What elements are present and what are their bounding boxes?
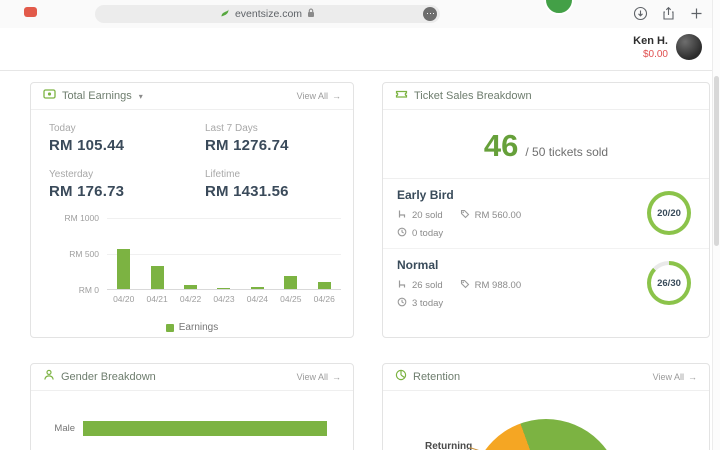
stat-lifetime: Lifetime RM 1431.56	[205, 169, 289, 200]
x-tick-label: 04/26	[313, 294, 335, 304]
y-tick: RM 0	[78, 285, 99, 295]
clock-icon	[397, 297, 407, 310]
x-tick-label: 04/24	[246, 294, 269, 304]
earnings-icon	[43, 87, 56, 105]
retention-card: Retention View All → Returning	[382, 363, 710, 450]
retention-chart: Returning	[383, 391, 709, 450]
chevron-down-icon[interactable]: ▾	[138, 91, 143, 101]
earnings-bar-04/24	[250, 286, 264, 289]
arrow-right-icon: →	[688, 372, 697, 382]
x-tick-label: 04/20	[113, 294, 135, 304]
browser-chrome: eventsize.com ⋯	[0, 0, 720, 28]
progress-ring-normal: 26/30	[647, 261, 691, 305]
scrollbar[interactable]	[712, 0, 720, 450]
stat-today: Today RM 105.44	[49, 123, 125, 154]
price-tag-icon	[460, 279, 470, 292]
earnings-bars	[107, 218, 341, 289]
y-tick: RM 1000	[64, 213, 100, 223]
ellipsis-icon[interactable]: ⋯	[423, 7, 437, 21]
stat-yesterday: Yesterday RM 176.73	[49, 169, 125, 200]
ticket-icon	[395, 87, 408, 105]
clock-icon	[397, 227, 407, 240]
gender-chart: Male	[31, 391, 353, 436]
scrollbar-thumb[interactable]	[714, 76, 719, 246]
earnings-title[interactable]: Total Earnings	[62, 90, 132, 102]
retention-donut	[471, 419, 621, 450]
avatar[interactable]	[676, 34, 702, 60]
gender-bar-male	[83, 421, 327, 436]
ticket-sales-card: Ticket Sales Breakdown 46 / 50 tickets s…	[382, 82, 710, 338]
seat-icon	[397, 209, 407, 222]
retention-annotation-label: Returning	[425, 441, 473, 450]
person-icon	[43, 368, 55, 386]
header-divider	[0, 70, 712, 71]
x-tick-label: 04/21	[146, 294, 168, 304]
pie-chart-icon	[395, 368, 407, 386]
lock-icon	[307, 8, 315, 21]
gender-breakdown-card: Gender Breakdown View All → Male	[30, 363, 354, 450]
site-logo-icon	[220, 8, 230, 21]
tickets-sold-suffix: / 50 tickets sold	[525, 145, 609, 159]
earnings-bar-04/22	[184, 284, 198, 289]
earnings-bar-04/20	[117, 249, 131, 289]
ticket-row-early-bird[interactable]: Early Bird 20 sold RM 560.00 0 today	[383, 179, 709, 249]
retention-view-all-link[interactable]: View All →	[652, 372, 697, 382]
seat-icon	[397, 279, 407, 292]
legend-swatch	[165, 323, 174, 332]
y-tick: RM 500	[69, 249, 99, 259]
ticket-sales-title: Ticket Sales Breakdown	[414, 90, 532, 102]
earnings-bar-04/26	[317, 281, 331, 289]
user-menu[interactable]: Ken H. $0.00	[633, 34, 702, 60]
stat-last7days: Last 7 Days RM 1276.74	[205, 123, 289, 154]
arrow-right-icon: →	[332, 91, 341, 101]
gender-title: Gender Breakdown	[61, 371, 156, 383]
earnings-chart-plot	[107, 218, 341, 290]
arrow-right-icon: →	[332, 372, 341, 382]
window-close-button[interactable]	[24, 7, 37, 17]
share-icon[interactable]	[661, 6, 676, 21]
gender-view-all-link[interactable]: View All →	[296, 372, 341, 382]
chart-legend: Earnings	[31, 322, 353, 333]
app-header: Ken H. $0.00	[0, 28, 712, 70]
tickets-sold-count: 46	[483, 128, 519, 163]
x-tick-label: 04/25	[280, 294, 302, 304]
retention-title: Retention	[413, 371, 461, 383]
total-earnings-card: Total Earnings ▾ View All → Today RM 105…	[30, 82, 354, 338]
earnings-view-all-link[interactable]: View All →	[296, 91, 341, 101]
ticket-row-normal[interactable]: Normal 26 sold RM 988.00 3 today	[383, 249, 709, 318]
user-balance: $0.00	[642, 48, 668, 60]
user-name: Ken H.	[633, 34, 668, 47]
download-icon[interactable]	[633, 6, 648, 21]
gridline	[107, 218, 341, 219]
earnings-bar-04/25	[284, 276, 298, 289]
earnings-chart: RM 1000 RM 500 RM 0 04/20 04/21 04/22 04/23…	[31, 210, 353, 306]
url-text: eventsize.com	[234, 8, 303, 20]
x-tick-label: 04/23	[213, 294, 235, 304]
earnings-x-labels: 04/20 04/21 04/22 04/23 04/24 04/25 04/26	[107, 294, 341, 304]
legend-label: Earnings	[178, 322, 219, 333]
earnings-stats: Today RM 105.44 Last 7 Days RM 1276.74 Y…	[31, 110, 353, 200]
price-tag-icon	[460, 209, 470, 222]
gender-category-label: Male	[54, 423, 75, 434]
new-tab-icon[interactable]	[689, 6, 704, 21]
progress-ring-early-bird: 20/20	[647, 191, 691, 235]
gridline	[107, 254, 341, 255]
tickets-sold-summary: 46 / 50 tickets sold	[383, 110, 709, 179]
address-bar[interactable]: eventsize.com ⋯	[95, 5, 440, 23]
earnings-bar-04/23	[217, 288, 231, 289]
x-tick-label: 04/22	[179, 294, 202, 304]
earnings-bar-04/21	[150, 265, 164, 289]
